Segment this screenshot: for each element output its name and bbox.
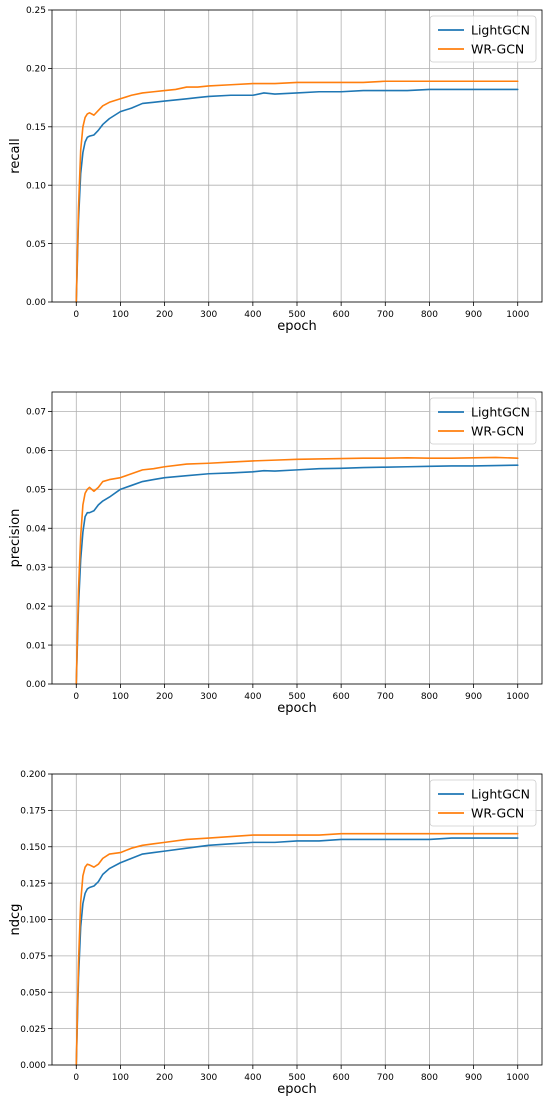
legend: LightGCN WR-GCN	[429, 779, 537, 827]
x-tick-label: 800	[421, 310, 438, 320]
x-tick-label: 700	[377, 692, 394, 702]
y-tick-label: 0.025	[20, 1025, 46, 1035]
legend-label: WR-GCN	[471, 424, 524, 439]
y-tick-label: 0.15	[26, 123, 46, 133]
x-axis-label: epoch	[277, 1082, 317, 1097]
chart-panel-recall: 0 100 200 300 400 500 600 700 800 900 1000 0.00 0.05…	[8, 6, 543, 334]
x-tick-label: 800	[421, 1073, 438, 1083]
y-tick-label: 0.05	[26, 486, 46, 496]
series-line-wr-gcn	[75, 832, 519, 1066]
x-tick-label: 1000	[506, 692, 529, 702]
y-tick-label: 0.175	[20, 807, 46, 817]
x-tick-label: 300	[200, 692, 217, 702]
legend-label: LightGCN	[471, 23, 530, 38]
series-line-wr-gcn	[75, 80, 519, 303]
x-tick-label: 900	[465, 310, 482, 320]
x-tick-label: 500	[288, 692, 305, 702]
y-tick-label: 0.25	[26, 6, 46, 16]
x-tick-label: 100	[112, 692, 129, 702]
x-tick-label: 600	[333, 310, 350, 320]
y-axis-label: precision	[8, 509, 23, 568]
x-tick-label: 200	[156, 692, 173, 702]
x-tick-label: 700	[377, 1073, 394, 1083]
x-tick-label: 100	[112, 1073, 129, 1083]
y-tick-label: 0.03	[26, 563, 46, 573]
x-axis-label: epoch	[277, 319, 317, 334]
x-tick-label: 900	[465, 1073, 482, 1083]
legend-box	[429, 15, 537, 63]
x-tick-label: 300	[200, 310, 217, 320]
x-tick-label: 800	[421, 692, 438, 702]
x-tick-label: 600	[333, 692, 350, 702]
x-tick-label: 400	[244, 310, 261, 320]
y-tick-label: 0.200	[20, 770, 46, 780]
x-tick-label: 1000	[506, 310, 529, 320]
series-line-lightgcn	[75, 88, 519, 303]
y-axis-label: recall	[8, 138, 23, 173]
y-tick-label: 0.075	[20, 952, 46, 962]
x-tick-label: 200	[156, 1073, 173, 1083]
y-tick-label: 0.00	[26, 680, 46, 690]
x-tick-label: 1000	[506, 1073, 529, 1083]
chart-panel-ndcg: 0 100 200 300 400 500 600 700 800 900 1000 0.000 0.0…	[8, 770, 543, 1097]
y-tick-label: 0.07	[26, 408, 46, 418]
y-tick-label: 0.10	[26, 181, 46, 191]
y-tick-label: 0.050	[20, 988, 46, 998]
series-line-wr-gcn	[75, 456, 519, 685]
legend-box	[429, 397, 537, 445]
legend-label: LightGCN	[471, 405, 530, 420]
x-tick-label: 100	[112, 310, 129, 320]
x-tick-label: 0	[73, 1073, 79, 1083]
y-tick-label: 0.04	[26, 524, 46, 534]
x-tick-label: 0	[73, 310, 79, 320]
x-tick-label: 200	[156, 310, 173, 320]
y-tick-label: 0.05	[26, 240, 46, 250]
legend-label: WR-GCN	[471, 42, 524, 57]
x-tick-label: 300	[200, 1073, 217, 1083]
y-tick-label: 0.02	[26, 602, 46, 612]
y-tick-label: 0.01	[26, 641, 46, 651]
x-tick-label: 400	[244, 692, 261, 702]
y-tick-label: 0.00	[26, 298, 46, 308]
y-tick-label: 0.125	[20, 879, 46, 889]
x-tick-label: 700	[377, 310, 394, 320]
legend-label: WR-GCN	[471, 806, 524, 821]
grid	[52, 392, 542, 685]
y-tick-label: 0.06	[26, 447, 46, 457]
y-tick-label: 0.20	[26, 65, 46, 75]
y-axis-label: ndcg	[8, 904, 23, 936]
legend-label: LightGCN	[471, 787, 530, 802]
x-tick-label: 400	[244, 1073, 261, 1083]
y-tick-label: 0.000	[20, 1061, 46, 1071]
y-tick-label: 0.150	[20, 843, 46, 853]
series-line-lightgcn	[75, 837, 519, 1066]
legend: LightGCN WR-GCN	[429, 397, 537, 445]
y-tick-label: 0.100	[20, 916, 46, 926]
chart-panel-precision: 0 100 200 300 400 500 600 700 800 900 1000 0.00 0.01…	[8, 391, 543, 716]
x-axis-label: epoch	[277, 701, 317, 716]
series-line-lightgcn	[75, 464, 519, 685]
legend-box	[429, 779, 537, 827]
x-tick-label: 600	[333, 1073, 350, 1083]
x-tick-label: 900	[465, 692, 482, 702]
x-tick-label: 500	[288, 1073, 305, 1083]
legend: LightGCN WR-GCN	[429, 15, 537, 63]
x-tick-label: 0	[73, 692, 79, 702]
x-tick-label: 500	[288, 310, 305, 320]
